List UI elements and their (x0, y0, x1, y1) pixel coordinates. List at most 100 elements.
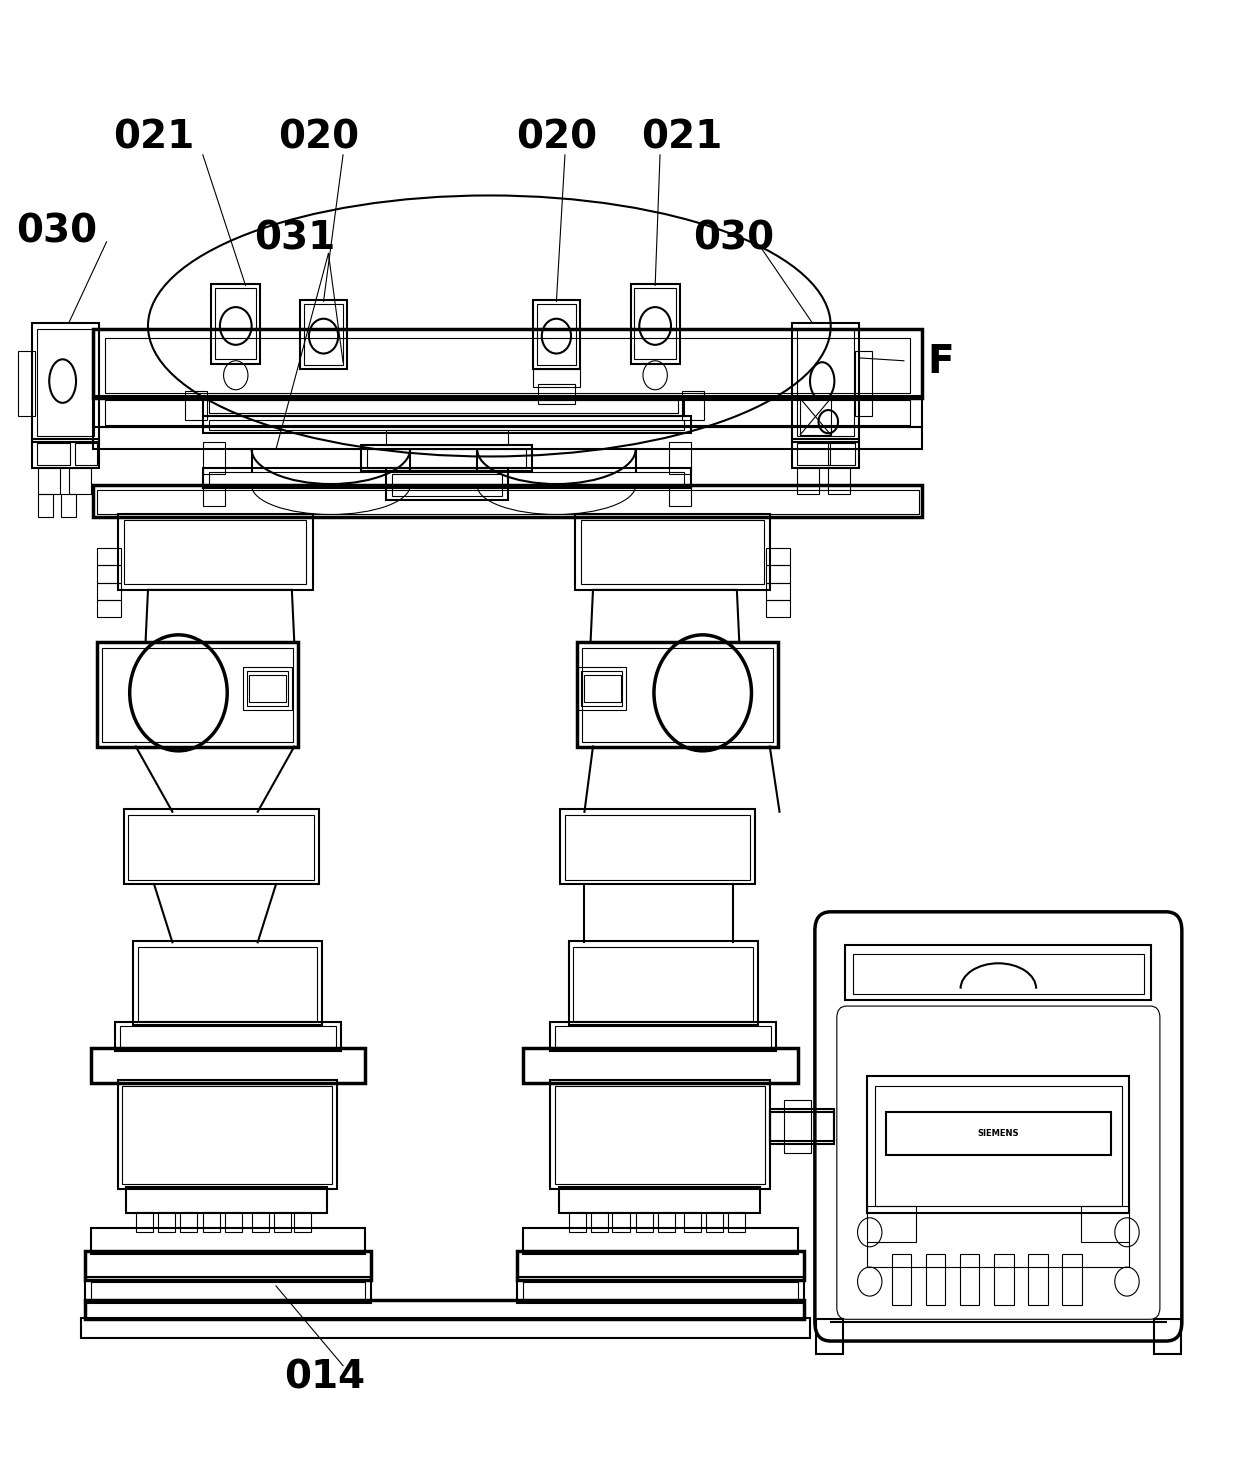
Bar (123, 1086, 332, 1184)
Bar (203, 395, 684, 416)
Bar (93, 486, 923, 517)
Bar (613, 1212, 630, 1233)
Bar (523, 1048, 797, 1083)
Bar (1153, 1319, 1180, 1354)
Bar (203, 468, 691, 489)
Bar (134, 941, 322, 1025)
Bar (1063, 1255, 1081, 1304)
Bar (91, 1228, 365, 1255)
Bar (580, 671, 622, 706)
Bar (551, 1022, 776, 1051)
Bar (766, 583, 790, 600)
Bar (582, 649, 774, 742)
Bar (800, 398, 831, 435)
Bar (537, 305, 575, 365)
Bar (668, 442, 691, 474)
Bar (577, 666, 626, 710)
Bar (224, 1212, 242, 1233)
Bar (551, 1080, 770, 1189)
Text: F: F (928, 343, 954, 381)
Bar (93, 427, 923, 449)
Bar (138, 947, 317, 1020)
Bar (105, 338, 910, 392)
Bar (361, 445, 532, 471)
Bar (215, 288, 257, 359)
Bar (81, 1318, 810, 1338)
Bar (386, 430, 507, 445)
Bar (1028, 1255, 1048, 1304)
Bar (885, 1113, 1111, 1155)
Bar (523, 1281, 797, 1300)
Bar (707, 1212, 723, 1233)
Bar (105, 400, 910, 425)
Bar (120, 1026, 336, 1048)
Text: SIEMENS: SIEMENS (977, 1129, 1019, 1138)
Bar (294, 1212, 311, 1233)
Bar (118, 1080, 337, 1189)
Bar (577, 643, 779, 747)
Bar (247, 671, 288, 706)
Bar (766, 600, 790, 618)
Bar (249, 675, 285, 701)
Text: 020: 020 (516, 119, 596, 157)
Bar (1080, 1206, 1130, 1243)
Bar (569, 1212, 585, 1233)
Bar (129, 814, 314, 880)
Bar (252, 1212, 269, 1233)
Bar (960, 1255, 980, 1304)
Bar (867, 1206, 916, 1243)
Bar (203, 1212, 219, 1233)
Bar (517, 1277, 804, 1303)
Bar (533, 369, 579, 386)
Bar (584, 675, 621, 701)
Bar (684, 1212, 702, 1233)
Bar (796, 329, 854, 436)
Bar (102, 649, 293, 742)
Bar (17, 350, 35, 416)
Bar (38, 468, 61, 495)
Bar (115, 1022, 341, 1051)
Bar (636, 1212, 652, 1233)
Bar (816, 1319, 843, 1354)
Bar (791, 324, 859, 442)
Bar (124, 808, 319, 884)
Bar (682, 391, 704, 420)
Bar (926, 1255, 945, 1304)
Bar (631, 284, 680, 363)
Bar (565, 814, 750, 880)
Bar (766, 565, 790, 583)
Bar (828, 444, 856, 466)
Bar (569, 941, 758, 1025)
Bar (185, 391, 207, 420)
Bar (785, 1101, 811, 1152)
Bar (867, 1076, 1130, 1214)
Bar (91, 1048, 365, 1083)
Bar (126, 1187, 327, 1214)
Bar (635, 288, 676, 359)
Bar (874, 1086, 1122, 1206)
Bar (796, 468, 818, 495)
Bar (580, 520, 764, 584)
Bar (157, 1212, 175, 1233)
Bar (97, 548, 122, 565)
Bar (84, 1277, 371, 1303)
Bar (62, 495, 76, 517)
Bar (84, 1252, 371, 1280)
Bar (994, 1255, 1013, 1304)
Bar (856, 350, 872, 416)
Bar (37, 444, 69, 466)
Bar (892, 1255, 911, 1304)
Bar (274, 1212, 290, 1233)
Bar (560, 808, 755, 884)
Bar (93, 395, 923, 427)
Text: 014: 014 (284, 1359, 366, 1397)
Bar (770, 1110, 835, 1143)
Bar (846, 946, 1152, 1000)
Bar (657, 1212, 675, 1233)
Bar (38, 495, 53, 517)
Bar (203, 416, 691, 433)
Bar (590, 1212, 608, 1233)
Text: 020: 020 (278, 119, 360, 157)
Bar (97, 643, 298, 747)
Bar (32, 439, 99, 468)
